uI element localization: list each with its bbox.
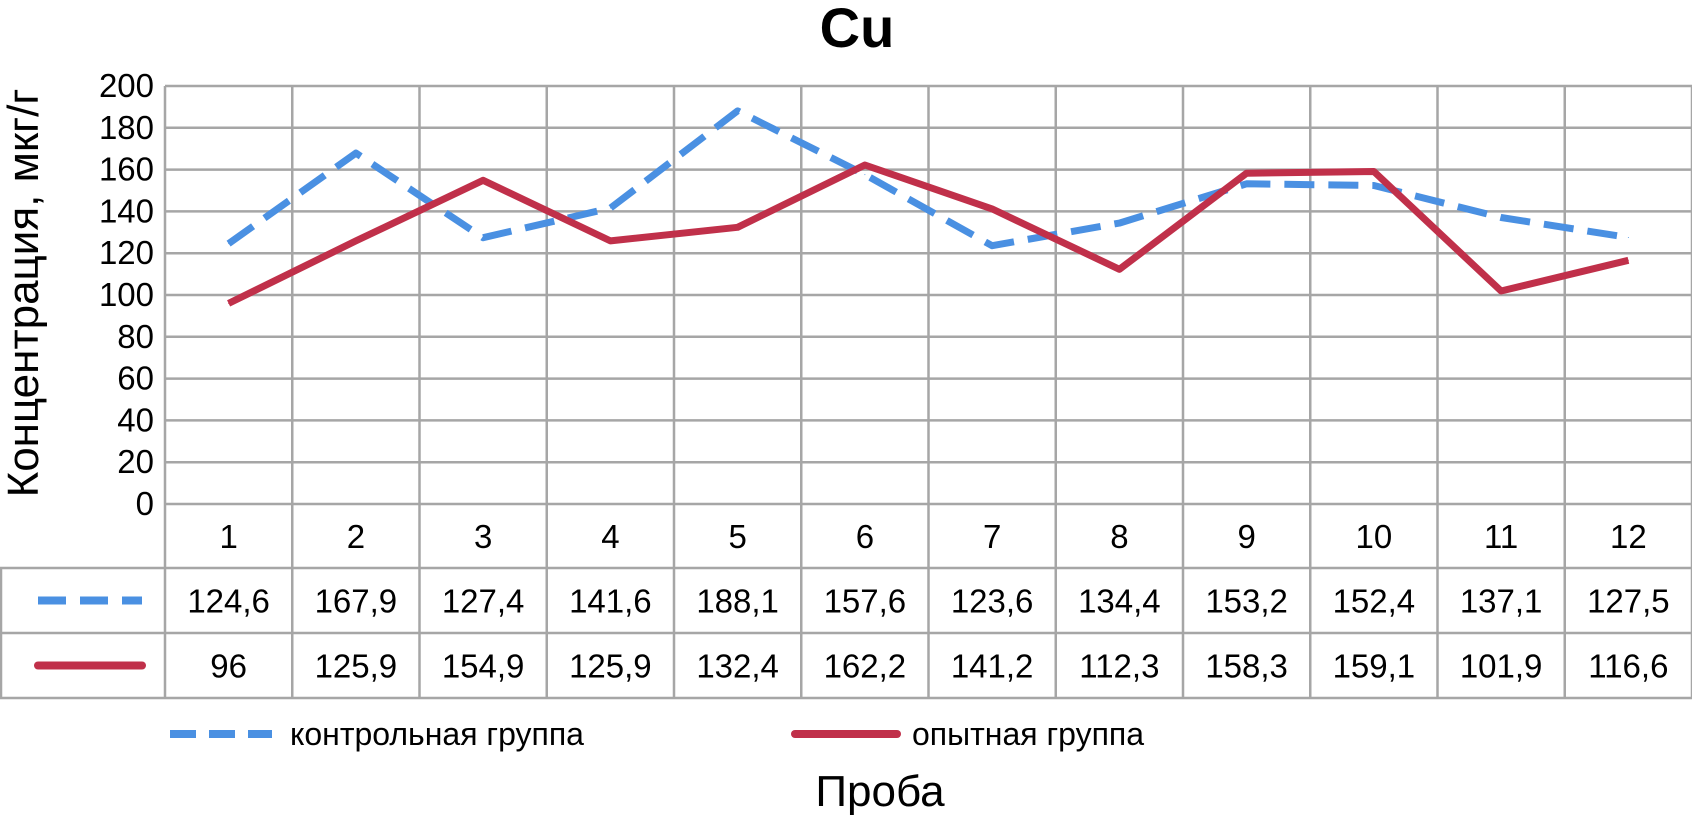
data-point [1373,184,1375,186]
table-cell: 152,4 [1333,583,1416,620]
data-point [991,208,993,210]
data-point [1627,237,1629,239]
y-tick-label: 120 [99,234,154,271]
data-point [864,174,866,176]
data-point [737,110,739,112]
data-point [991,245,993,247]
data-point [737,226,739,228]
table-cell: 125,9 [569,648,652,685]
x-tick-label: 1 [219,518,237,555]
y-tick-label: 140 [99,192,154,229]
table-cell: 116,6 [1588,648,1668,685]
data-point [228,243,230,245]
y-tick-label: 160 [99,151,154,188]
table-cell: 137,1 [1460,583,1543,620]
data-point [355,240,357,242]
x-tick-label: 2 [347,518,365,555]
x-tick-label: 5 [728,518,746,555]
data-point [1246,183,1248,185]
data-point [1246,172,1248,174]
table-cell: 124,6 [187,583,270,620]
x-axis-label: Проба [815,767,945,816]
data-point [1373,170,1375,172]
legend-label-1: контрольная группа [290,716,584,752]
data-table: 124,6 167,9 127,4 141,6 188,1 157,6 123,6 134,4… [34,583,1670,685]
x-tick-label: 12 [1610,518,1647,555]
table-cell: 123,6 [951,583,1034,620]
table-cell: 167,9 [315,583,398,620]
chart-title: Cu [820,0,895,59]
data-point [482,237,484,239]
x-tick-label: 8 [1110,518,1128,555]
x-tick-label: 6 [856,518,874,555]
grid [0,84,1692,700]
table-cell: 188,1 [696,583,779,620]
table-cell: 127,4 [442,583,525,620]
table-cell: 134,4 [1078,583,1161,620]
table-cell: 154,9 [442,648,525,685]
table-cell: 157,6 [824,583,907,620]
table-cell: 125,9 [315,648,398,685]
y-tick-labels: 0 20 40 60 80 100 120 140 160 180 200 [99,67,154,522]
table-cell: 162,2 [824,648,907,685]
y-tick-label: 20 [117,443,154,480]
y-tick-label: 200 [99,67,154,104]
y-tick-label: 100 [99,276,154,313]
data-point [609,240,611,242]
x-tick-label: 10 [1356,518,1393,555]
data-point [228,302,230,304]
x-tick-label: 3 [474,518,492,555]
data-point [1500,216,1502,218]
data-point [355,152,357,154]
data-point [864,164,866,166]
table-cell: 153,2 [1205,583,1288,620]
table-cell: 141,6 [569,583,652,620]
y-axis-label: Концентрация, мкг/г [0,89,48,498]
y-tick-label: 60 [117,360,154,397]
x-tick-labels: 1 2 3 4 5 6 7 8 9 10 11 12 [219,518,1646,555]
y-tick-label: 40 [117,401,154,438]
series-lines [226,107,1630,307]
x-tick-label: 9 [1237,518,1255,555]
table-cell: 159,1 [1333,648,1416,685]
y-tick-label: 0 [136,485,154,522]
legend: контрольная группа опытная группа [170,716,1144,752]
data-point [609,207,611,209]
y-tick-label: 180 [99,109,154,146]
series-line-2 [227,161,1630,307]
table-cell: 112,3 [1079,648,1159,685]
table-cell: 96 [210,648,247,685]
table-cell: 158,3 [1205,648,1288,685]
table-cell: 101,9 [1460,648,1543,685]
data-point [1500,290,1502,292]
data-point [1627,259,1629,261]
table-cell: 141,2 [951,648,1034,685]
x-tick-label: 7 [983,518,1001,555]
data-point [1118,222,1120,224]
table-cell: 132,4 [696,648,779,685]
data-point [1118,268,1120,270]
x-tick-label: 4 [601,518,619,555]
x-tick-label: 11 [1484,518,1518,555]
legend-label-2: опытная группа [912,716,1144,752]
table-cell: 127,5 [1587,583,1670,620]
y-tick-label: 80 [117,318,154,355]
data-point [482,179,484,181]
